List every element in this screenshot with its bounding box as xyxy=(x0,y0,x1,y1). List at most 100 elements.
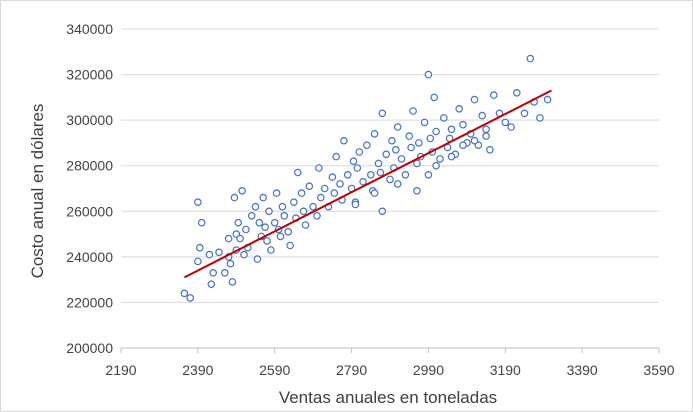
data-point xyxy=(272,189,281,197)
data-point xyxy=(196,243,204,252)
data-point xyxy=(313,212,321,220)
data-point xyxy=(328,173,337,181)
data-point xyxy=(378,207,387,216)
data-point xyxy=(470,136,479,145)
data-point xyxy=(447,125,456,134)
y-tick-label: 220000 xyxy=(66,294,113,310)
data-point xyxy=(247,212,256,220)
trendline xyxy=(183,89,552,279)
data-point xyxy=(340,136,348,145)
data-point xyxy=(305,182,314,191)
data-point xyxy=(236,234,244,243)
data-point xyxy=(430,93,439,102)
data-point xyxy=(330,189,339,197)
data-point xyxy=(359,177,367,186)
data-point xyxy=(316,193,325,202)
data-point xyxy=(263,237,271,245)
data-point xyxy=(197,218,206,227)
data-point xyxy=(349,157,358,166)
data-point xyxy=(186,294,195,302)
trendline-layer xyxy=(183,89,552,279)
data-point xyxy=(501,118,510,127)
data-point xyxy=(447,152,456,161)
data-point xyxy=(224,234,233,243)
data-point xyxy=(536,114,544,122)
y-tick-label: 300000 xyxy=(66,112,113,128)
data-point xyxy=(240,250,248,259)
data-point xyxy=(293,168,302,177)
data-point xyxy=(284,228,293,236)
x-tick-label: 2190 xyxy=(105,362,136,378)
data-point xyxy=(265,207,273,216)
data-point xyxy=(382,150,391,159)
data-point xyxy=(221,268,229,277)
data-point xyxy=(424,70,433,79)
data-point xyxy=(378,109,387,118)
y-tick-label: 240000 xyxy=(66,249,113,265)
y-tick-label: 200000 xyxy=(66,340,113,356)
data-point xyxy=(228,278,237,286)
data-point xyxy=(409,107,417,115)
data-point xyxy=(259,193,268,202)
x-tick-label: 2790 xyxy=(336,362,367,378)
data-point xyxy=(180,289,189,298)
data-point xyxy=(207,280,216,289)
data-point xyxy=(482,132,490,140)
data-point xyxy=(290,198,298,207)
data-point xyxy=(332,152,341,161)
data-point xyxy=(242,225,250,234)
y-tick-label: 320000 xyxy=(66,67,113,83)
x-tick-label: 2390 xyxy=(182,362,213,378)
data-point xyxy=(486,146,494,154)
data-point xyxy=(336,180,344,188)
data-point xyxy=(230,193,239,202)
x-tick-label: 3190 xyxy=(490,362,521,378)
data-point xyxy=(407,143,415,152)
x-tick-label: 2990 xyxy=(413,362,444,378)
data-point xyxy=(270,218,279,227)
data-point xyxy=(439,114,448,122)
data-point xyxy=(299,207,308,216)
axes xyxy=(120,347,660,353)
data-point xyxy=(267,246,275,254)
data-point xyxy=(251,202,260,211)
data-point xyxy=(401,171,410,179)
data-point xyxy=(459,120,467,129)
data-point xyxy=(343,171,352,179)
data-point xyxy=(424,171,433,179)
data-point xyxy=(315,164,323,172)
y-tick-label: 280000 xyxy=(66,158,113,174)
data-point xyxy=(478,111,487,120)
data-point xyxy=(261,223,269,232)
x-axis-title: Ventas anuales en toneladas xyxy=(279,388,497,407)
data-point xyxy=(276,232,285,241)
data-point xyxy=(414,139,423,147)
data-point xyxy=(393,123,402,131)
data-point xyxy=(351,200,360,209)
y-tick-label: 340000 xyxy=(66,21,113,37)
data-point xyxy=(194,257,202,266)
x-tick-label: 3390 xyxy=(567,362,598,378)
data-point xyxy=(370,189,379,197)
data-point xyxy=(405,132,414,140)
tick-labels: 200000 220000 240000 260000 280000 300000 3200… xyxy=(66,21,674,378)
data-point xyxy=(226,259,235,268)
data-point xyxy=(436,155,444,163)
data-point xyxy=(215,248,223,257)
points-layer xyxy=(180,54,552,302)
data-point xyxy=(366,171,375,179)
data-point xyxy=(432,161,440,170)
data-point xyxy=(353,164,362,172)
data-point xyxy=(238,187,246,195)
data-point xyxy=(526,54,535,63)
data-point xyxy=(309,202,317,211)
data-point xyxy=(297,189,306,197)
data-point xyxy=(397,155,406,163)
data-point xyxy=(374,159,383,168)
data-point xyxy=(386,175,394,184)
data-point xyxy=(301,221,310,229)
data-point xyxy=(455,105,464,113)
